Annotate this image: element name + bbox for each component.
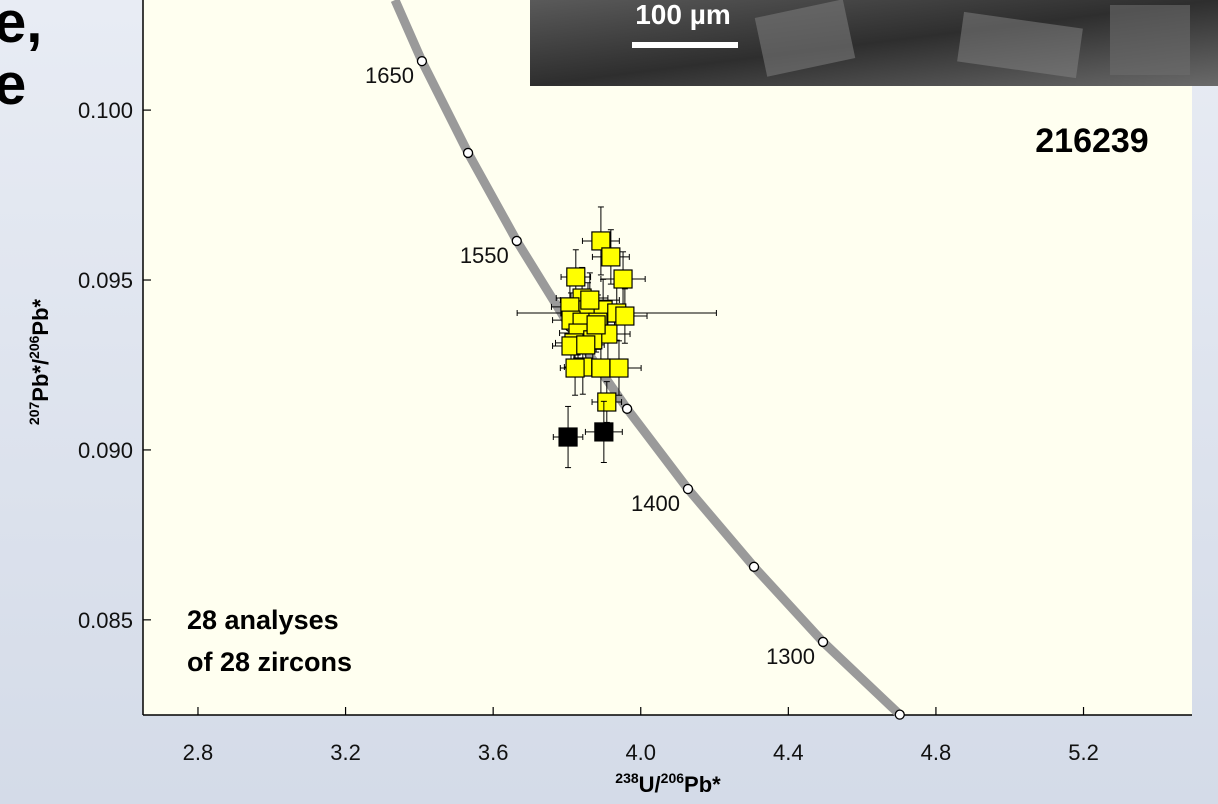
age-marker [621, 403, 633, 414]
x-tick-label: 2.8 [183, 740, 214, 765]
y-tick-label: 0.085 [78, 608, 133, 633]
age-marker [748, 561, 760, 572]
x-tick-label: 4.0 [625, 740, 656, 765]
plot-area [143, 0, 1192, 715]
x-tick-label: 3.2 [330, 740, 361, 765]
y-tick-label: 0.095 [78, 268, 133, 293]
annotation: 28 analyses [187, 605, 339, 635]
data-point [609, 358, 629, 378]
age-marker [894, 709, 905, 720]
age-label: 1400 [631, 491, 680, 516]
x-tick-label: 5.2 [1068, 740, 1099, 765]
slide-text: e [0, 52, 26, 117]
label-part: Pb*/ [28, 359, 53, 402]
age-marker [817, 636, 829, 648]
label-part: Pb* [684, 772, 721, 797]
superscript: 207 [26, 402, 42, 426]
x-tick-label: 4.8 [921, 740, 952, 765]
inset-crystal [957, 11, 1083, 79]
inset-crystal [1110, 5, 1190, 75]
data-point [615, 306, 635, 326]
age-marker [511, 235, 522, 247]
data-point [591, 358, 611, 378]
y-axis-label: 207Pb*/206Pb* [26, 298, 53, 425]
superscript: 206 [26, 335, 42, 359]
age-label: 1300 [766, 644, 815, 669]
age-label: 1650 [365, 63, 414, 88]
data-point [613, 269, 633, 289]
age-label: 1550 [460, 243, 509, 268]
data-point [591, 231, 611, 251]
scale-bar-label: 100 µm [635, 0, 731, 30]
age-marker [416, 56, 428, 67]
data-point [586, 315, 606, 335]
age-marker [462, 147, 474, 159]
age-marker [682, 483, 694, 495]
superscript: 238 [615, 770, 639, 786]
superscript: 206 [661, 770, 685, 786]
data-point [565, 358, 585, 378]
x-tick-label: 4.4 [773, 740, 804, 765]
inset-crystal [754, 0, 856, 77]
scale-bar [632, 42, 738, 48]
data-point [594, 422, 614, 442]
data-point [601, 247, 621, 267]
data-point [566, 267, 586, 287]
slide-text: e, [0, 0, 42, 55]
y-tick-label: 0.100 [78, 98, 133, 123]
label-part: Pb* [28, 298, 53, 335]
data-point [576, 335, 596, 355]
label-part: U/ [639, 772, 661, 797]
x-tick-label: 3.6 [478, 740, 509, 765]
data-point [580, 290, 600, 310]
y-tick-label: 0.090 [78, 438, 133, 463]
data-point [558, 427, 578, 447]
x-axis-label: 238U/206Pb* [615, 770, 721, 797]
data-point [597, 392, 617, 412]
annotation: of 28 zircons [187, 647, 352, 677]
sample-id: 216239 [1035, 122, 1148, 160]
